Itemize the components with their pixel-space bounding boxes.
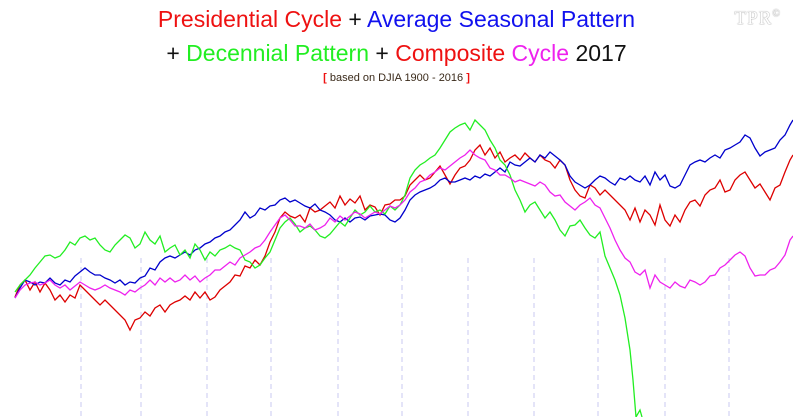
title-line-2-segment: Composite: [395, 40, 506, 66]
tpr-logo: TPR©: [735, 8, 781, 30]
title-line-1-segment: Presidential Cycle: [157, 6, 343, 32]
series-line-composite-cycle: [14, 149, 793, 299]
title-line-2-segment: +: [369, 40, 396, 66]
title-line-2-segment: Cycle: [505, 40, 570, 66]
title-line-2-segment: 2017: [569, 40, 627, 66]
title-line-2-segment: Decennial Pattern: [186, 40, 370, 66]
series-line-decennial-pattern: [14, 118, 643, 417]
series-line-presidential-cycle: [14, 143, 793, 332]
subtitle-text: based on DJIA 1900 - 2016: [326, 72, 467, 84]
series-line-average-seasonal-pattern: [14, 119, 793, 299]
chart-subtitle: [ based on DJIA 1900 - 2016 ]: [0, 72, 793, 84]
title-line-2-segment: +: [166, 40, 187, 66]
subtitle-open-bracket: [: [323, 72, 327, 84]
subtitle-close-bracket: ]: [466, 72, 470, 84]
chart-title-line-1: Presidential Cycle + Average Seasonal Pa…: [0, 4, 793, 34]
chart-title-line-2: + Decennial Pattern + Composite Cycle 20…: [0, 38, 793, 68]
title-line-1-segment: +: [342, 6, 367, 32]
logo-text: TPR: [734, 8, 773, 29]
title-line-1-segment: Average Seasonal Pattern: [366, 6, 636, 32]
copyright-icon: ©: [772, 8, 781, 20]
